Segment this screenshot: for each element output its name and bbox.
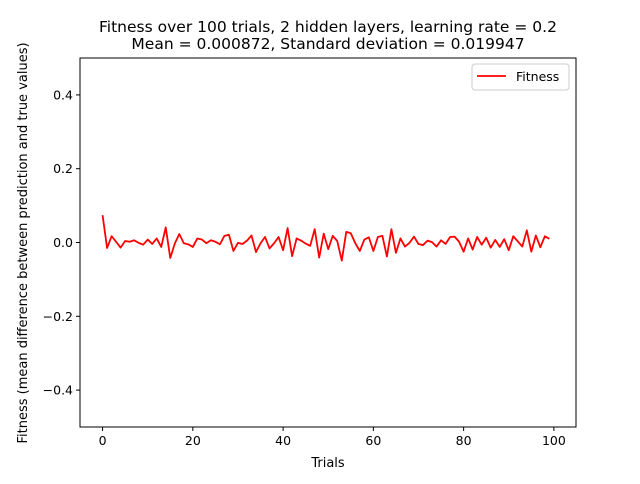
x-axis-label: Trials <box>310 456 345 471</box>
y-tick-label: −0.2 <box>43 309 73 324</box>
x-tick-label: 20 <box>185 433 201 448</box>
y-axis-label: Fitness (mean difference between predict… <box>16 42 31 443</box>
legend: Fitness <box>471 63 570 91</box>
y-tick-label: 0.0 <box>53 235 73 250</box>
chart-title-line2: Mean = 0.000872, Standard deviation = 0.… <box>131 35 524 53</box>
x-tick-label: 60 <box>365 433 381 448</box>
y-tick-label: 0.2 <box>53 161 73 176</box>
x-tick-label: 100 <box>542 433 566 448</box>
series-line-fitness <box>101 215 550 262</box>
y-tick-label: 0.4 <box>53 87 73 102</box>
x-tick-label: 0 <box>99 433 107 448</box>
x-tick-label: 40 <box>275 433 291 448</box>
legend-label-fitness: Fitness <box>516 69 559 84</box>
legend-box <box>471 63 570 91</box>
y-tick-label: −0.4 <box>43 383 73 398</box>
chart-title-line1: Fitness over 100 trials, 2 hidden layers… <box>99 18 557 36</box>
x-tick-label: 80 <box>456 433 472 448</box>
